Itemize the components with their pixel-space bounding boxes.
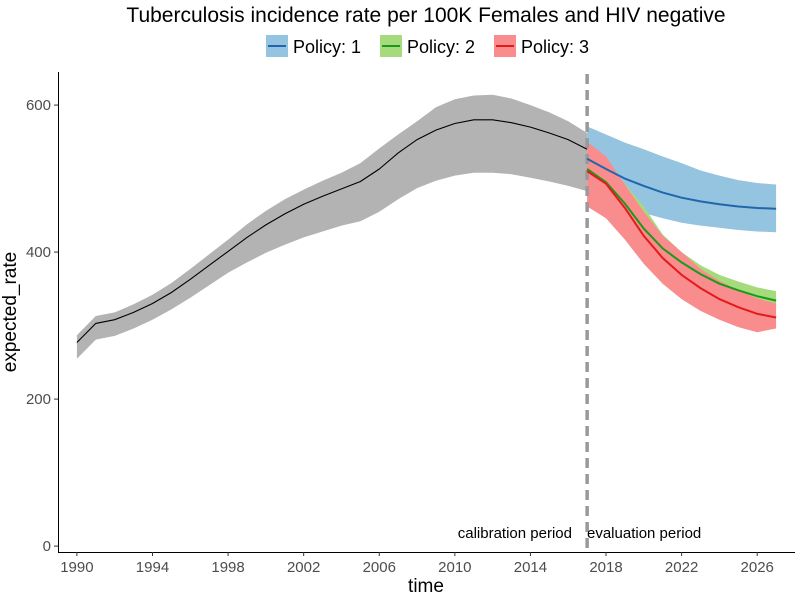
history-line — [76, 119, 588, 343]
y-tick-label: 200 — [26, 391, 51, 408]
x-tick-label: 1994 — [136, 559, 169, 576]
chart-title: Tuberculosis incidence rate per 100K Fem… — [126, 4, 725, 27]
y-axis-title: expected_rate — [0, 252, 21, 372]
legend-label: Policy: 3 — [521, 37, 589, 57]
x-tick-label: 2026 — [741, 559, 774, 576]
legend-item-policy-2: Policy: 2 — [380, 35, 475, 57]
y-ticks: 0 200 400 600 — [26, 97, 58, 555]
x-ticks: 1990 1994 1998 2002 2006 2010 2014 2018 2022 2026 — [60, 552, 774, 576]
x-tick-label: 2018 — [589, 559, 622, 576]
series-lines — [76, 119, 777, 343]
legend-item-policy-1: Policy: 1 — [266, 35, 361, 57]
y-tick-label: 0 — [43, 538, 51, 555]
policy-3-line — [586, 170, 777, 319]
x-tick-label: 2010 — [438, 559, 471, 576]
y-tick-label: 400 — [26, 244, 51, 261]
policy-2-line — [586, 168, 777, 302]
x-tick-label: 2006 — [363, 559, 396, 576]
legend-label: Policy: 2 — [407, 37, 475, 57]
x-tick-label: 2002 — [287, 559, 320, 576]
legend: Policy: 1 Policy: 2 Policy: 3 — [266, 35, 589, 57]
history-band — [76, 94, 588, 359]
legend-item-policy-3: Policy: 3 — [494, 35, 589, 57]
annotation-evaluation-period: evaluation period — [587, 525, 701, 542]
x-tick-label: 2014 — [514, 559, 547, 576]
y-tick-label: 600 — [26, 97, 51, 114]
x-tick-label: 2022 — [665, 559, 698, 576]
annotation-calibration-period: calibration period — [458, 525, 572, 542]
legend-label: Policy: 1 — [293, 37, 361, 57]
x-tick-label: 1998 — [211, 559, 244, 576]
x-axis-title: time — [408, 576, 444, 597]
x-tick-label: 1990 — [60, 559, 93, 576]
policy-1-line — [586, 157, 777, 210]
